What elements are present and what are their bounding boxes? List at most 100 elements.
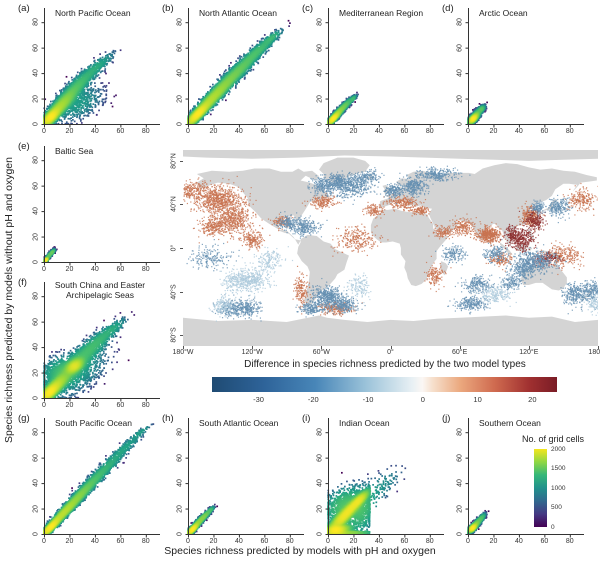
scatter-canvas-e (16, 140, 162, 276)
y-tick-label: 80 (32, 292, 40, 301)
panel-title-g: South Pacific Ocean (55, 418, 133, 428)
map-colorbar-title: Difference in species richness predicted… (244, 359, 526, 370)
panel-b: 0 20 40 60 80 0 20 40 60 80 (b) North Atlantic Ocea… (160, 2, 306, 138)
map-lon-tick-label: 180°W (172, 349, 194, 356)
x-tick-label: 80 (141, 538, 150, 545)
x-tick-label: 40 (515, 538, 523, 545)
y-tick-label: 80 (176, 18, 184, 27)
x-tick-label: 60 (400, 128, 409, 135)
x-tick-label: 80 (425, 128, 434, 135)
y-tick-label: 80 (176, 428, 184, 437)
x-tick-label: 0 (186, 128, 190, 135)
density-legend-tick-label: 2000 (551, 445, 566, 453)
map-lat-tick-mark (180, 204, 183, 206)
x-tick-label: 60 (260, 128, 269, 135)
panel-title-j: Southern Ocean (479, 418, 541, 428)
scatter-canvas-b (160, 2, 306, 138)
x-tick-label: 40 (91, 538, 99, 545)
x-tick-label: 0 (466, 538, 470, 545)
panel-c: 0 20 40 60 80 0 20 40 60 80 (c) Mediterranean Regio… (300, 2, 446, 138)
x-tick-label: 20 (65, 266, 74, 273)
y-tick-label: 0 (176, 532, 184, 536)
panel-letter-h: (h) (162, 413, 174, 424)
y-tick-label: 0 (32, 532, 40, 536)
y-tick-label: 0 (32, 122, 40, 126)
map-lat-tick-label: 0° (170, 244, 178, 252)
x-tick-label: 60 (540, 128, 549, 135)
y-tick-label: 0 (316, 532, 324, 536)
panel-letter-j: (j) (442, 413, 451, 424)
x-tick-label: 20 (209, 538, 218, 545)
y-tick-label: 20 (32, 232, 40, 241)
panel-letter-g: (g) (18, 413, 30, 424)
y-tick-label: 40 (176, 479, 184, 487)
x-tick-label: 20 (489, 538, 498, 545)
panel-f: 0 20 40 60 80 0 20 40 60 80 (f) South China and Eas… (16, 276, 162, 412)
x-tick-label: 20 (349, 538, 358, 545)
x-tick-label: 0 (186, 538, 190, 545)
x-tick-label: 80 (285, 538, 294, 545)
y-tick-label: 80 (316, 18, 324, 27)
panel-letter-d: (d) (442, 3, 454, 14)
x-tick-label: 40 (375, 538, 383, 545)
y-tick-label: 40 (32, 207, 40, 215)
density-legend-colorbar (534, 449, 547, 527)
map-lon-tick-mark (390, 346, 392, 349)
y-tick-label: 0 (32, 260, 40, 264)
y-tick-label: 20 (176, 94, 184, 103)
y-tick-label: 20 (456, 94, 464, 103)
panel-h: 0 20 40 60 80 0 20 40 60 80 (h) South Atlantic Ocea… (160, 412, 306, 548)
y-tick-label: 60 (316, 43, 324, 52)
x-tick-label: 40 (235, 538, 243, 545)
world-map (183, 150, 598, 351)
y-tick-label: 40 (316, 479, 324, 487)
panel-letter-f: (f) (18, 277, 27, 288)
x-tick-label: 40 (91, 128, 99, 135)
density-legend-tick-label: 1000 (551, 484, 566, 492)
figure-x-axis-label: Species richness predicted by models wit… (164, 545, 436, 557)
y-tick-label: 20 (32, 504, 40, 513)
x-tick-label: 80 (565, 128, 574, 135)
x-tick-label: 40 (375, 128, 383, 135)
x-tick-label: 40 (515, 128, 523, 135)
panel-title-i: Indian Ocean (339, 418, 390, 428)
x-tick-label: 40 (91, 402, 99, 409)
x-tick-label: 80 (425, 538, 434, 545)
x-tick-label: 60 (400, 538, 409, 545)
scatter-canvas-h (160, 412, 306, 548)
map-colorbar-tick-label: -10 (362, 395, 374, 404)
y-tick-label: 40 (32, 69, 40, 77)
panel-letter-i: (i) (302, 413, 311, 424)
y-tick-label: 20 (32, 368, 40, 377)
y-tick-label: 40 (316, 69, 324, 77)
scatter-canvas-j (440, 412, 586, 548)
map-colorbar-tick-label: -30 (253, 395, 264, 404)
x-tick-label: 0 (466, 128, 470, 135)
x-tick-label: 0 (326, 128, 330, 135)
panel-j: 0 20 40 60 80 0 20 40 60 80 (j) Southern Ocean (440, 412, 586, 548)
y-tick-label: 20 (176, 504, 184, 513)
x-tick-label: 80 (141, 128, 150, 135)
x-tick-label: 20 (65, 402, 74, 409)
panel-title-d: Arctic Ocean (479, 8, 528, 18)
panel-title-b: North Atlantic Ocean (199, 8, 277, 18)
scatter-canvas-f (16, 276, 162, 412)
y-tick-label: 80 (316, 428, 324, 437)
map-colorbar (212, 377, 557, 392)
y-tick-label: 40 (32, 479, 40, 487)
y-tick-label: 60 (456, 453, 464, 462)
y-tick-label: 80 (32, 18, 40, 27)
panel-title-f: South China and Easter Archipelagic Seas (54, 280, 146, 300)
density-legend-tick-label: 1500 (551, 465, 566, 472)
y-tick-label: 80 (32, 428, 40, 437)
y-tick-label: 60 (32, 181, 40, 190)
map-lon-tick-label: 180°E (588, 349, 600, 356)
map-lat-tick-mark (180, 248, 183, 249)
x-tick-label: 20 (65, 538, 74, 545)
map-lon-tick-mark (528, 346, 530, 349)
y-tick-label: 60 (176, 43, 184, 52)
x-tick-label: 60 (260, 538, 269, 545)
map-lon-tick-mark (598, 346, 599, 349)
map-colorbar-tick-label: 10 (473, 395, 482, 404)
x-tick-label: 20 (489, 128, 498, 135)
